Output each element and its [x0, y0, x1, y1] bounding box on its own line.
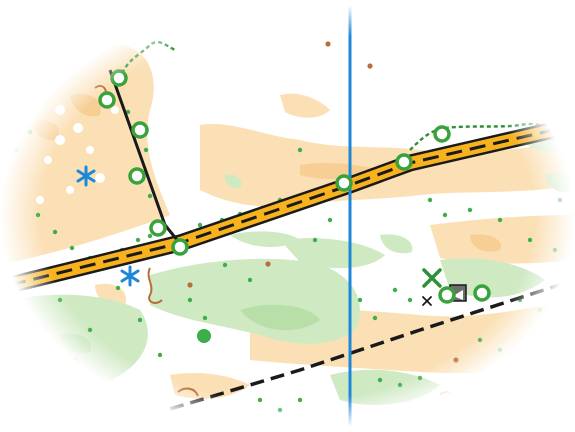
- lens-vignette: [0, 0, 575, 432]
- orienteering-map: [0, 0, 575, 432]
- map-canvas: [0, 0, 575, 432]
